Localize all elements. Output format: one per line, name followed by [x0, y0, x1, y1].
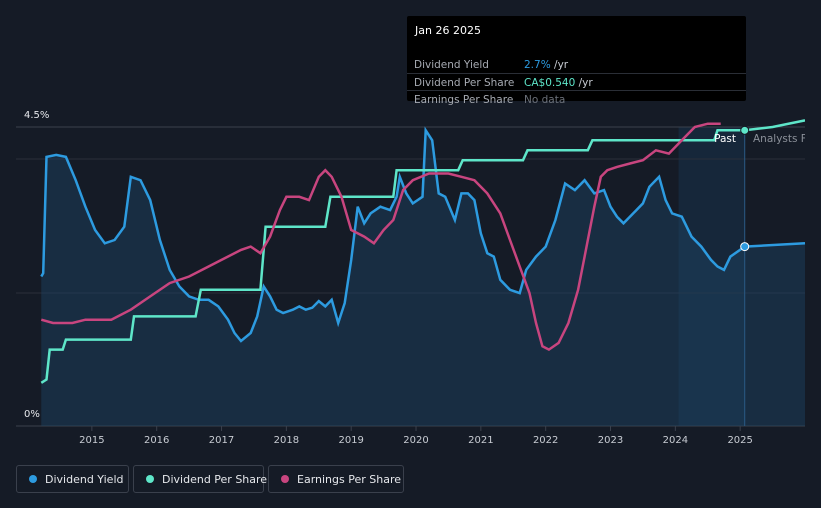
- legend-dividend-yield[interactable]: Dividend Yield: [16, 465, 129, 493]
- tooltip-label: Dividend Per Share: [414, 77, 515, 89]
- legend-label: Earnings Per Share: [297, 473, 402, 486]
- y-tick-zero: 0%: [24, 409, 40, 420]
- x-tick-label: 2016: [144, 435, 169, 446]
- dividend-yield-marker: [740, 242, 750, 252]
- tooltip-unit: /yr: [550, 59, 569, 71]
- edge-mask: [805, 120, 821, 150]
- past-label: Past: [714, 133, 736, 145]
- tooltip: Jan 26 2025 Dividend Yield 2.7% /yr Divi…: [407, 16, 746, 106]
- forecast-band: [678, 127, 745, 426]
- legend-earnings-per-share[interactable]: Earnings Per Share: [268, 465, 404, 493]
- tooltip-value: 2.7%: [524, 59, 551, 71]
- legend-dot: [281, 475, 289, 483]
- x-tick-label: 2018: [274, 435, 299, 446]
- x-tick-label: 2020: [403, 435, 428, 446]
- x-tick-label: 2021: [468, 435, 493, 446]
- tooltip-row-earnings-per-share: Earnings Per Share No data: [407, 90, 746, 109]
- tooltip-label: Earnings Per Share: [414, 94, 514, 106]
- y-tick-max: 4.5%: [24, 110, 49, 121]
- tooltip-label: Dividend Yield: [414, 59, 489, 71]
- legend-label: Dividend Per Share: [162, 473, 268, 486]
- tooltip-unit: /yr: [575, 77, 593, 89]
- dividend-yield-line: [40, 126, 806, 343]
- tooltip-value: No data: [524, 94, 566, 106]
- tooltip-row-dividend-yield: Dividend Yield 2.7% /yr: [407, 56, 746, 74]
- x-tick-label: 2024: [663, 435, 688, 446]
- x-tick-label: 2022: [533, 435, 558, 446]
- x-axis-ticks: 2015 2016 2017 2018 2019 2020 2021 2022 2023 2024…: [79, 426, 753, 446]
- dividend-yield-area: [41, 130, 806, 427]
- tooltip-date: Jan 26 2025: [415, 24, 481, 37]
- earnings-per-share-line: [40, 122, 721, 352]
- legend-dividend-per-share[interactable]: Dividend Per Share: [133, 465, 268, 493]
- dividend-per-share-marker: [740, 125, 750, 135]
- x-tick-label: 2017: [209, 435, 234, 446]
- x-tick-label: 2025: [727, 435, 752, 446]
- legend-label: Dividend Yield: [45, 473, 124, 486]
- tooltip-row-dividend-per-share: Dividend Per Share CA$0.540 /yr: [407, 73, 746, 92]
- tooltip-value: CA$0.540: [524, 77, 576, 89]
- x-tick-label: 2015: [79, 435, 104, 446]
- legend-dot: [29, 475, 37, 483]
- x-tick-label: 2023: [598, 435, 623, 446]
- forecast-label: Analysts Forecasts: [753, 133, 821, 145]
- dividend-per-share-line: [40, 119, 806, 384]
- legend-dot: [146, 475, 154, 483]
- x-tick-label: 2019: [338, 435, 363, 446]
